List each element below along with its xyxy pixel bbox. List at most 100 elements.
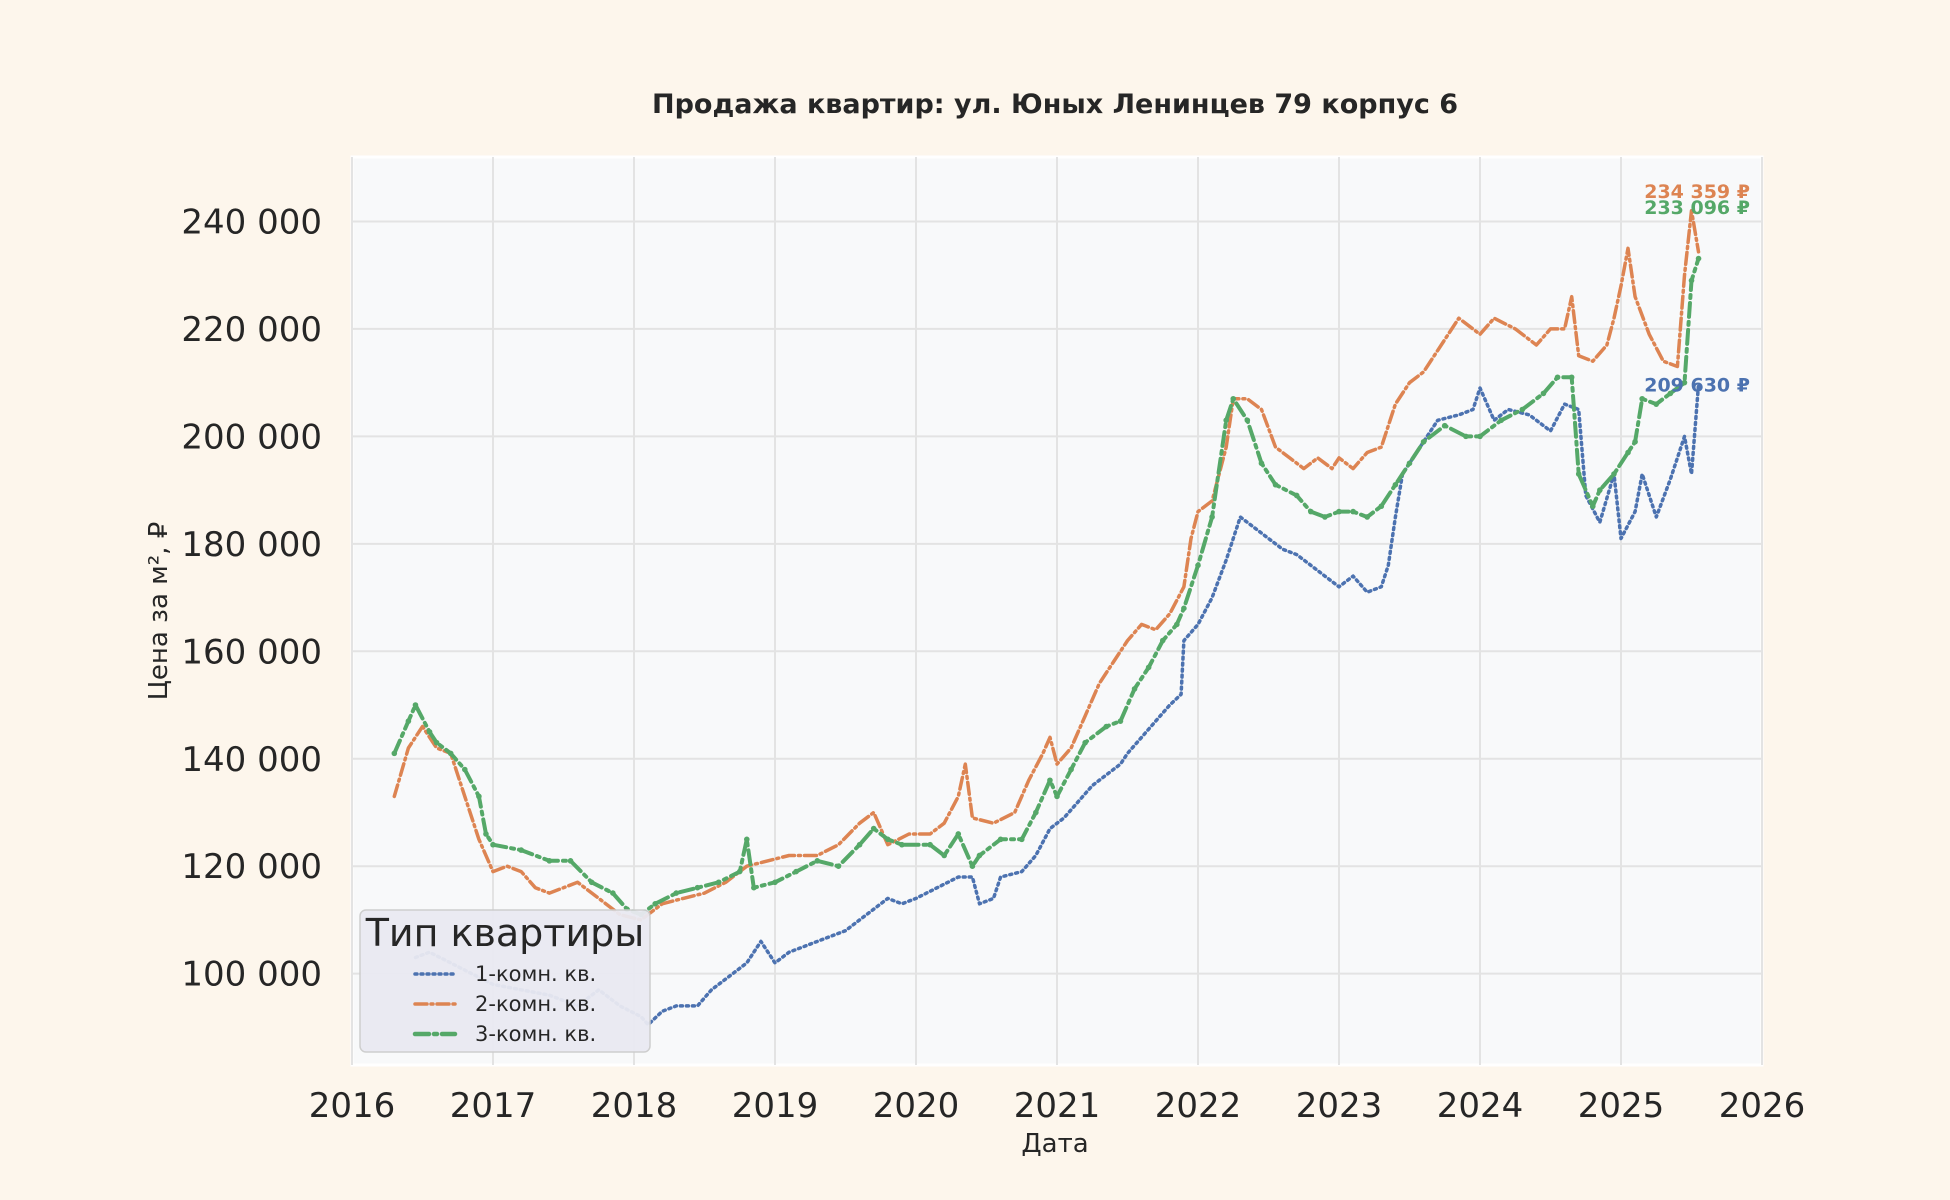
- series-marker: [518, 847, 524, 853]
- series-marker: [793, 868, 799, 875]
- end-value-label-3: 233 096 ₽: [1644, 197, 1750, 219]
- legend-box: [359, 909, 651, 1053]
- y-tick-labels: 100 000 120 000 140 000 160 000 180 000 200 0…: [181, 202, 322, 994]
- series-marker: [1131, 686, 1138, 692]
- series-marker: [1639, 395, 1645, 402]
- series-marker: [1230, 395, 1237, 402]
- series-marker: [885, 836, 891, 843]
- series-marker: [941, 852, 947, 859]
- series-marker: [1378, 503, 1385, 510]
- x-tick-label: 2023: [1296, 1086, 1383, 1126]
- series-marker: [751, 884, 757, 891]
- series-marker: [610, 890, 616, 896]
- series-marker: [1322, 514, 1328, 520]
- series-marker: [736, 868, 743, 875]
- series-marker: [1223, 417, 1229, 424]
- series-marker: [694, 884, 701, 891]
- y-tick-label: 100 000: [181, 955, 322, 995]
- series-line-1: [413, 382, 1701, 1027]
- series-marker: [715, 879, 722, 886]
- end-value-label-1: 209 630 ₽: [1644, 375, 1750, 397]
- series-marker: [955, 831, 962, 837]
- series-marker: [1350, 508, 1356, 515]
- series-marker: [1103, 723, 1110, 730]
- series-marker: [899, 841, 905, 848]
- end-labels: 209 630 ₽ 234 359 ₽233 096 ₽: [1644, 181, 1750, 397]
- series-marker: [870, 825, 877, 832]
- series-marker: [1681, 379, 1688, 386]
- y-tick-label: 220 000: [181, 310, 322, 350]
- series-marker: [588, 879, 595, 886]
- series-marker: [546, 858, 553, 864]
- legend-label: 2-комн. кв.: [475, 992, 596, 1016]
- series-marker: [1463, 433, 1469, 440]
- x-tick-label: 2016: [309, 1086, 396, 1126]
- series-marker: [1406, 460, 1413, 467]
- series-marker: [1477, 433, 1483, 440]
- series-marker: [744, 836, 750, 843]
- series-marker: [433, 739, 440, 746]
- y-axis-label: Цена за м², ₽: [144, 522, 174, 701]
- series-marker: [1272, 481, 1279, 488]
- series-marker: [1258, 460, 1265, 467]
- series-marker: [1519, 406, 1526, 413]
- series-marker: [1145, 664, 1152, 671]
- series-marker: [483, 831, 489, 837]
- series-marker: [1667, 390, 1674, 397]
- series-marker: [1293, 492, 1300, 499]
- series-marker: [1568, 374, 1575, 381]
- series-marker: [997, 836, 1004, 843]
- series-line-3: [392, 256, 1701, 917]
- series-marker: [652, 901, 658, 907]
- x-tick-label: 2025: [1578, 1086, 1665, 1126]
- series-marker: [927, 841, 933, 848]
- series-marker: [567, 858, 574, 864]
- series-marker: [1159, 637, 1166, 644]
- series-marker: [1364, 514, 1370, 520]
- series-marker: [1117, 718, 1124, 724]
- series-marker: [1597, 487, 1603, 493]
- series-marker: [1244, 417, 1251, 424]
- series-marker: [1695, 255, 1702, 262]
- series-marker: [1047, 777, 1053, 784]
- series-marker: [1068, 766, 1074, 773]
- series-marker: [1590, 503, 1596, 510]
- series-marker: [405, 718, 412, 724]
- legend-label: 3-комн. кв.: [475, 1022, 596, 1046]
- legend-title: Тип квартиры: [365, 911, 645, 955]
- y-tick-label: 240 000: [181, 202, 322, 242]
- y-tick-label: 140 000: [181, 740, 322, 780]
- series-marker: [772, 879, 778, 886]
- series-marker: [1033, 809, 1039, 816]
- grid: [351, 157, 1763, 1065]
- series-marker: [1018, 836, 1025, 843]
- series-marker: [1209, 514, 1215, 520]
- y-tick-label: 200 000: [181, 417, 322, 457]
- x-tick-label: 2024: [1437, 1086, 1524, 1126]
- series-marker: [490, 841, 496, 848]
- legend-label: 1-комн. кв.: [475, 962, 596, 986]
- series-marker: [814, 858, 821, 864]
- series-marker: [1498, 417, 1504, 424]
- series-marker: [1181, 605, 1187, 612]
- series-marker: [462, 766, 468, 773]
- series-marker: [391, 750, 398, 757]
- legend: Тип квартиры 1-комн. кв. 2-комн. кв. 3-ком…: [359, 909, 651, 1053]
- series-marker: [447, 750, 454, 757]
- series-marker: [1308, 508, 1314, 515]
- series-marker: [1688, 277, 1695, 284]
- y-tick-label: 160 000: [181, 632, 322, 672]
- series-marker: [1082, 739, 1088, 746]
- series-marker: [1336, 508, 1342, 515]
- x-tick-label: 2017: [450, 1086, 537, 1126]
- series-marker: [1540, 390, 1547, 397]
- x-tick-label: 2026: [1719, 1086, 1806, 1126]
- y-tick-label: 180 000: [181, 525, 322, 565]
- series-marker: [1195, 562, 1201, 569]
- series-marker: [1392, 481, 1399, 488]
- series-marker: [1575, 471, 1582, 477]
- series-marker: [412, 702, 419, 708]
- series-marker: [426, 729, 433, 735]
- x-tick-label: 2021: [1014, 1086, 1101, 1126]
- series-marker: [1625, 449, 1631, 456]
